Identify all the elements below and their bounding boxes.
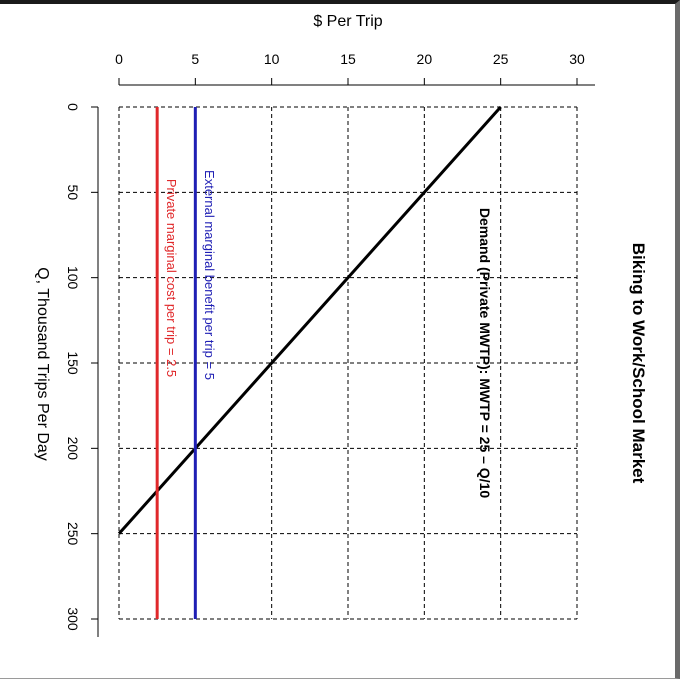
y-tick-label: 100 (65, 266, 81, 290)
y-tick-label: 300 (65, 607, 81, 631)
x-tick-label: 10 (264, 51, 280, 67)
x-tick-label: 20 (417, 51, 433, 67)
y-tick-label: 250 (65, 522, 81, 546)
y-tick-label: 50 (65, 185, 81, 201)
demand-label: Demand (Private MWTP): MWTP = 25 – Q/10 (477, 208, 493, 499)
private-cost-label: Private marginal cost per trip = 2.5 (164, 179, 179, 377)
x-tick-label: 25 (493, 51, 509, 67)
x-tick-label: 15 (340, 51, 356, 67)
chart-title: Biking to Work/School Market (629, 243, 648, 484)
y-tick-label: 200 (65, 437, 81, 461)
y-tick-label: 0 (65, 103, 81, 111)
y-tick-label: 150 (65, 351, 81, 375)
x-tick-label: 0 (115, 51, 123, 67)
x-tick-label: 30 (569, 51, 585, 67)
demand-line (117, 105, 502, 535)
x-axis-label: $ Per Trip (313, 13, 382, 30)
y-axis-label: Q, Thousand Trips Per Day (34, 267, 51, 461)
x-tick-label: 5 (191, 51, 199, 67)
external-benefit-label: External marginal benefit per trip = 5 (202, 170, 217, 380)
